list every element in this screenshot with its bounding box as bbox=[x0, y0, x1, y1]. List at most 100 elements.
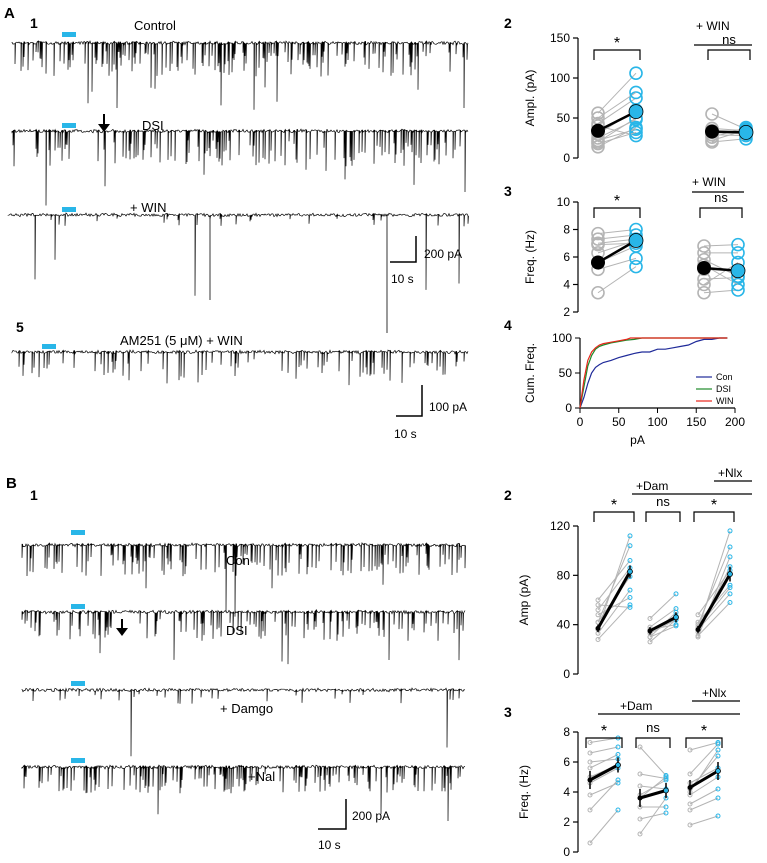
B3-g2-post-point-5 bbox=[715, 786, 721, 792]
trace-label-win: + WIN bbox=[130, 200, 166, 215]
B3-g0-pair-line-8 bbox=[589, 809, 619, 844]
B3-g2-pair-line-0 bbox=[689, 742, 719, 751]
B3-g1-pre-point-5 bbox=[637, 816, 643, 822]
B3-g0-post-mean bbox=[615, 762, 621, 768]
b2-nlx-label: +Nlx bbox=[718, 466, 742, 480]
B2-g2-post-point-1 bbox=[727, 544, 733, 550]
stimulus-bar-5 bbox=[71, 530, 85, 535]
B2-g2-post-point-8 bbox=[727, 585, 733, 591]
B3-ytick-label-6: 6 bbox=[563, 755, 570, 769]
B3-g0-pre-point-1 bbox=[587, 750, 593, 756]
A3-g1-bracket bbox=[699, 207, 743, 218]
B2-g2-pair-line-4 bbox=[697, 570, 731, 616]
B3-g0-pre-point-8 bbox=[587, 840, 593, 846]
trace-label-dsi-b: DSI bbox=[226, 623, 248, 638]
stimulus-bar-2 bbox=[62, 123, 76, 128]
B2-g0-pair-line-5 bbox=[597, 604, 631, 640]
B3-g2-pre-point-6 bbox=[687, 807, 693, 813]
B2-g0-pre-mean bbox=[595, 625, 601, 631]
a4-legend-label-dsi: DSI bbox=[716, 384, 731, 394]
chart-a4: 0 50 100 0 50 100 150 200 Cum. Freq. pA Con DSI WIN bbox=[523, 331, 745, 447]
trace-nal bbox=[21, 764, 466, 822]
B2-g0-bracket bbox=[593, 511, 635, 522]
trace-dsi-a bbox=[11, 128, 469, 206]
B2-g2-pre-point-7 bbox=[695, 633, 701, 639]
panel-b-letter: B bbox=[6, 475, 17, 492]
trace-label-nal: +Nal bbox=[248, 769, 275, 784]
A3-g1-pre-point-0 bbox=[697, 239, 711, 253]
stimulus-bar-6 bbox=[71, 604, 85, 609]
B3-g1-bracket bbox=[635, 737, 671, 748]
A3-g1-post-point-6 bbox=[731, 277, 745, 292]
B2-g0-pair-line-2 bbox=[597, 567, 631, 611]
B3-g2-significance: * bbox=[701, 723, 707, 740]
stimulus-bar-4 bbox=[42, 344, 56, 349]
A3-ytick-label-4: 4 bbox=[563, 278, 570, 292]
A3-g1-post-point-1 bbox=[731, 246, 745, 260]
a4-legend-label-win: WIN bbox=[716, 396, 734, 406]
B3-g1-pre-point-2 bbox=[637, 783, 643, 789]
trace-damgo bbox=[21, 687, 466, 757]
B2-g0-pair-line-1 bbox=[597, 545, 631, 623]
panel-a1-number: 1 bbox=[30, 15, 38, 31]
a4-xlabel: pA bbox=[630, 433, 645, 447]
B2-g2-post-point-2 bbox=[727, 554, 733, 560]
B2-g2-pair-line-1 bbox=[697, 546, 731, 625]
B3-g0-pre-point-6 bbox=[587, 792, 593, 798]
B2-g1-post-point-7 bbox=[673, 623, 679, 629]
stimulus-bar-8 bbox=[71, 758, 85, 763]
trace-label-control: Control bbox=[134, 18, 176, 33]
B2-g0-pair-line-3 bbox=[597, 560, 631, 601]
B3-g2-pair-line-5 bbox=[689, 788, 719, 805]
B3-g2-mean-line bbox=[689, 769, 719, 789]
scale-bar-b1: 200 pA 10 s bbox=[318, 799, 390, 852]
B2-g0-pair-line-8 bbox=[597, 597, 631, 616]
B3-g0-pair-line-2 bbox=[589, 758, 619, 763]
B2-g1-pair-line-3 bbox=[649, 608, 677, 628]
trace-am251 bbox=[11, 349, 469, 386]
trace-label-dsi-a: DSI bbox=[142, 118, 164, 133]
B2-g1-pre-point-7 bbox=[647, 634, 653, 640]
B2-g2-post-point-7 bbox=[727, 599, 733, 605]
B2-g0-post-point-0 bbox=[627, 533, 633, 539]
B3-g1-post-point-4 bbox=[663, 804, 669, 810]
scale-x-b1: 10 s bbox=[318, 838, 341, 852]
B2-g0-pair-line-4 bbox=[597, 589, 631, 634]
scale-y-a1: 200 pA bbox=[424, 247, 462, 261]
a4-legend-label-con: Con bbox=[716, 372, 733, 382]
B3-g2-post-point-8 bbox=[715, 747, 721, 753]
B3-g1-pair-line-7 bbox=[639, 776, 667, 799]
A3-g0-bracket bbox=[593, 207, 641, 218]
B3-g0-post-point-7 bbox=[615, 777, 621, 783]
B3-g2-post-point-7 bbox=[715, 813, 721, 819]
chart-b2: 0 40 80 120 Amp (pA) * ns * bbox=[517, 480, 752, 681]
A3-g0-pair-line-6 bbox=[597, 266, 637, 294]
B2-g1-pair-line-1 bbox=[649, 593, 677, 619]
B2-g0-post-point-3 bbox=[627, 558, 633, 564]
B2-g0-post-point-4 bbox=[627, 587, 633, 593]
B2-g2-bracket bbox=[693, 511, 735, 522]
B2-ytick-label-40: 40 bbox=[557, 618, 571, 632]
B2-g1-pre-point-0 bbox=[647, 639, 653, 645]
B2-g0-post-point-8 bbox=[627, 595, 633, 601]
B3-g1-pre-point-1 bbox=[637, 771, 643, 777]
A3-g1-significance: ns bbox=[714, 190, 728, 205]
B3-g0-post-point-1 bbox=[615, 744, 621, 750]
B3-g1-post-mean bbox=[663, 787, 669, 794]
B2-g0-post-point-1 bbox=[627, 543, 633, 549]
stimulus-bar-3 bbox=[62, 207, 76, 212]
B2-g1-bracket bbox=[645, 511, 681, 522]
B2-g2-pair-line-0 bbox=[697, 530, 731, 630]
dsi-arrow-b bbox=[116, 619, 128, 636]
A2-g1-pre-point-0 bbox=[705, 107, 719, 121]
A2-g1-significance: ns bbox=[722, 32, 736, 47]
B3-g2-pre-point-0 bbox=[687, 747, 693, 753]
B2-g2-significance: * bbox=[711, 497, 717, 514]
B3-g2-pre-mean bbox=[687, 785, 693, 790]
B3-g2-pre-point-5 bbox=[687, 801, 693, 807]
A2-ytick-label-0: 0 bbox=[563, 151, 570, 165]
B2-g2-post-point-5 bbox=[727, 582, 733, 588]
A3-g0-pre-point-1 bbox=[591, 232, 605, 246]
a4-xtick-label-50: 50 bbox=[612, 415, 626, 429]
